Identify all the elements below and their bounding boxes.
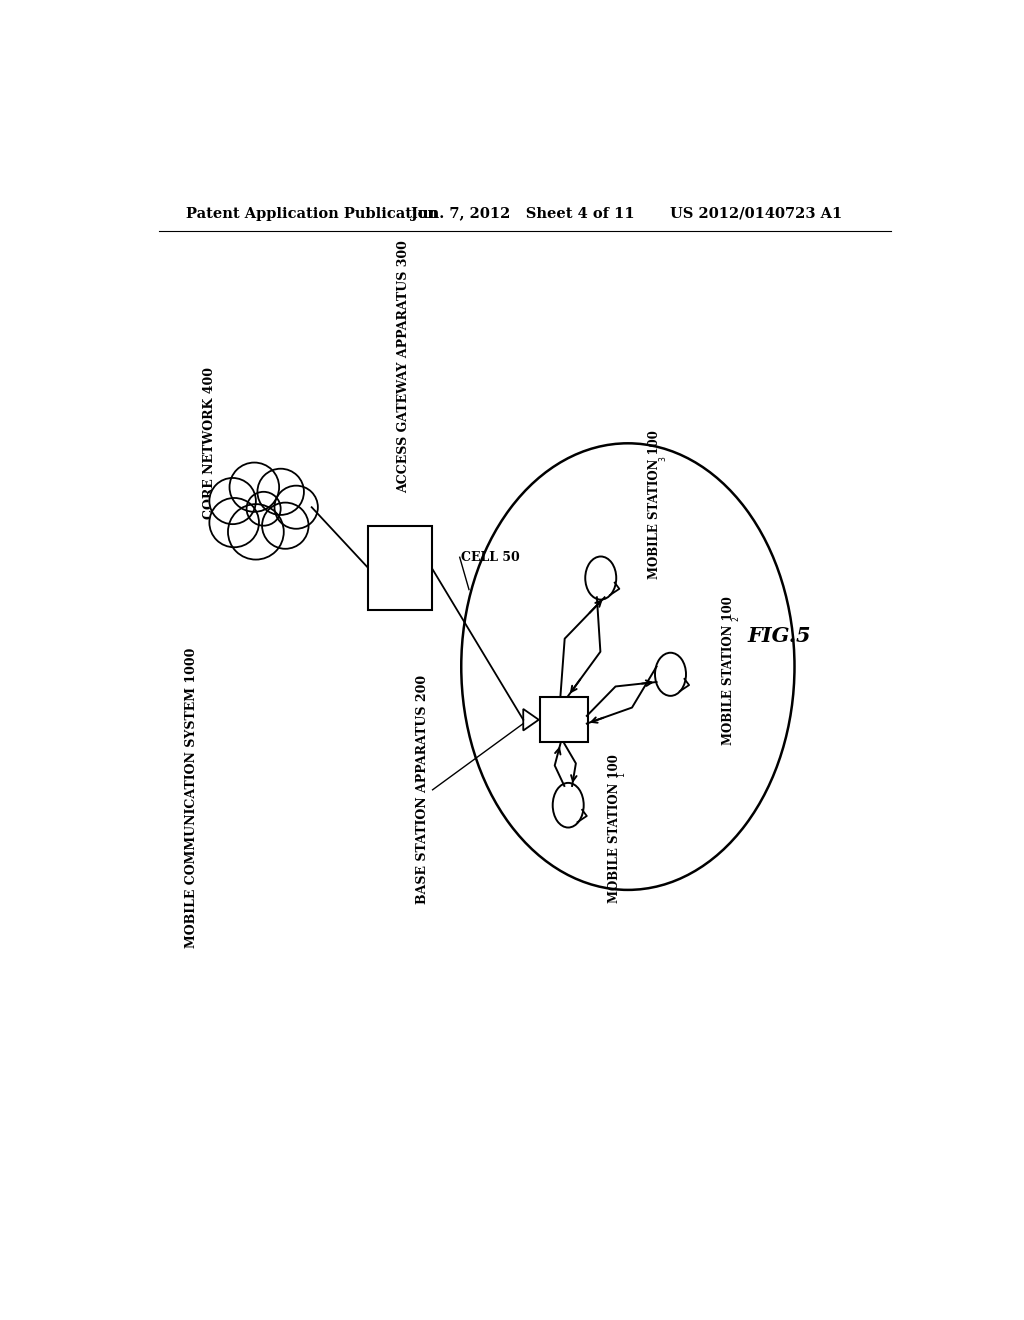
Circle shape — [229, 462, 280, 512]
Bar — [541, 697, 589, 742]
Text: Patent Application Publication: Patent Application Publication — [186, 207, 438, 220]
Circle shape — [209, 498, 259, 548]
Text: MOBILE STATION 100: MOBILE STATION 100 — [722, 597, 735, 744]
Text: MOBILE COMMUNICATION SYSTEM 1000: MOBILE COMMUNICATION SYSTEM 1000 — [185, 647, 198, 948]
Circle shape — [262, 503, 308, 549]
Text: BASE STATION APPARATUS 200: BASE STATION APPARATUS 200 — [416, 676, 429, 904]
Text: CORE NETWORK 400: CORE NETWORK 400 — [203, 367, 216, 519]
Circle shape — [228, 504, 284, 560]
Circle shape — [209, 478, 256, 524]
Text: $_1$: $_1$ — [617, 771, 630, 777]
Text: FIG.5: FIG.5 — [748, 626, 811, 645]
Text: MOBILE STATION 100: MOBILE STATION 100 — [648, 430, 662, 579]
Text: Jun. 7, 2012   Sheet 4 of 11: Jun. 7, 2012 Sheet 4 of 11 — [411, 207, 635, 220]
Text: CELL 50: CELL 50 — [461, 550, 520, 564]
Text: MOBILE STATION 100: MOBILE STATION 100 — [608, 754, 622, 903]
Text: ACCESS GATEWAY APPARATUS 300: ACCESS GATEWAY APPARATUS 300 — [396, 240, 410, 492]
Text: $_2$: $_2$ — [731, 615, 743, 622]
Text: US 2012/0140723 A1: US 2012/0140723 A1 — [671, 207, 843, 220]
Bar — [369, 527, 432, 610]
Text: $_3$: $_3$ — [657, 455, 670, 462]
Circle shape — [274, 486, 317, 529]
Circle shape — [257, 469, 304, 515]
Circle shape — [247, 492, 281, 525]
